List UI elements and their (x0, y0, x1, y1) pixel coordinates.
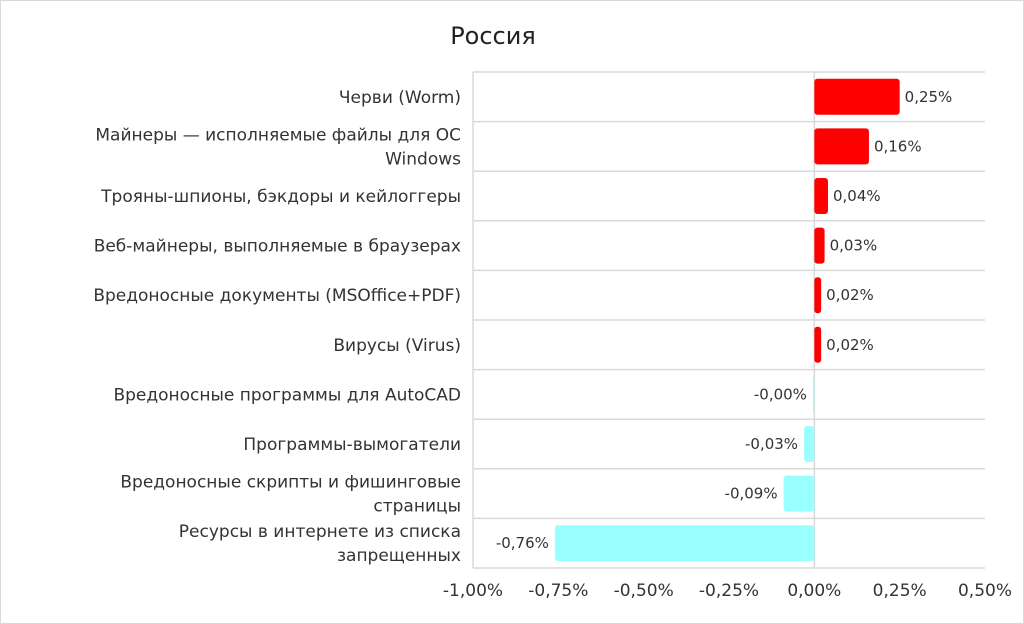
chart-title: Россия (450, 22, 536, 50)
category-label-line: Вирусы (Virus) (333, 336, 461, 356)
category-label-line: Вредоносные документы (MSOffice+PDF) (93, 286, 461, 306)
bar (814, 277, 822, 314)
category-label-line: запрещенных (337, 546, 461, 566)
category-label-line: Windows (385, 149, 461, 169)
x-axis-tick-labels: -1,00% -0,75% -0,50% -0,25% 0,00% 0,25% 0,50% (443, 581, 1012, 601)
bars (554, 78, 900, 562)
data-labels: 0,25% 0,16% 0,04% 0,03% 0,02% 0,02% -0,00% -0,0… (496, 88, 952, 552)
data-label: -0,09% (725, 485, 778, 503)
category-label: Вредоносные документы (MSOffice+PDF) (93, 286, 461, 306)
data-label: 0,04% (833, 187, 881, 205)
category-label-line: Веб-майнеры, выполняемые в браузерах (94, 237, 461, 257)
data-label: -0,00% (754, 385, 807, 403)
category-label: Трояны-шпионы, бэкдоры и кейлоггеры (100, 187, 461, 207)
data-label: 0,02% (826, 286, 874, 304)
x-tick-label: -0,75% (528, 581, 588, 601)
bar (814, 128, 869, 165)
category-label-line: Трояны-шпионы, бэкдоры и кейлоггеры (100, 187, 461, 207)
category-label-line: Программы-вымогатели (243, 435, 461, 455)
category-label: Программы-вымогатели (243, 435, 461, 455)
bar (814, 178, 828, 214)
category-label: Вредоносные скрипты и фишинговые страницы (120, 473, 461, 517)
x-tick-label: -1,00% (443, 581, 503, 601)
bar (783, 475, 815, 512)
category-label-line: Майнеры — исполняемые файлы для ОС (95, 125, 461, 145)
bar (814, 227, 825, 264)
data-label: -0,76% (496, 534, 549, 552)
data-label: 0,25% (905, 88, 953, 106)
x-tick-label: -0,50% (614, 581, 674, 601)
category-label-line: Вредоносные скрипты и фишинговые (120, 473, 461, 493)
bar (812, 376, 815, 413)
category-label: Веб-майнеры, выполняемые в браузерах (94, 237, 461, 257)
bar (554, 525, 815, 562)
category-label-line: Вредоносные программы для AutoCAD (113, 385, 461, 405)
bar (814, 326, 822, 363)
x-tick-label: -0,25% (699, 581, 759, 601)
category-label-line: страницы (373, 497, 461, 517)
category-labels: Черви (Worm) Майнеры — исполняемые файлы … (93, 88, 461, 566)
x-tick-label: 0,00% (787, 581, 841, 601)
data-label: -0,03% (745, 435, 798, 453)
category-label: Ресурсы в интернете из списка запрещенных (179, 522, 461, 566)
data-label: 0,16% (874, 137, 922, 155)
bar (814, 78, 900, 115)
category-label: Вирусы (Virus) (333, 336, 461, 356)
category-label-line: Черви (Worm) (339, 88, 461, 108)
category-label: Майнеры — исполняемые файлы для ОС Window… (95, 125, 461, 169)
x-tick-label: 0,25% (873, 581, 927, 601)
data-label: 0,03% (830, 237, 878, 255)
category-label: Черви (Worm) (339, 88, 461, 108)
category-label-line: Ресурсы в интернете из списка (179, 522, 461, 542)
bar (804, 426, 815, 462)
category-label: Вредоносные программы для AutoCAD (113, 385, 461, 405)
x-tick-label: 0,50% (958, 581, 1012, 601)
data-label: 0,02% (826, 336, 874, 354)
